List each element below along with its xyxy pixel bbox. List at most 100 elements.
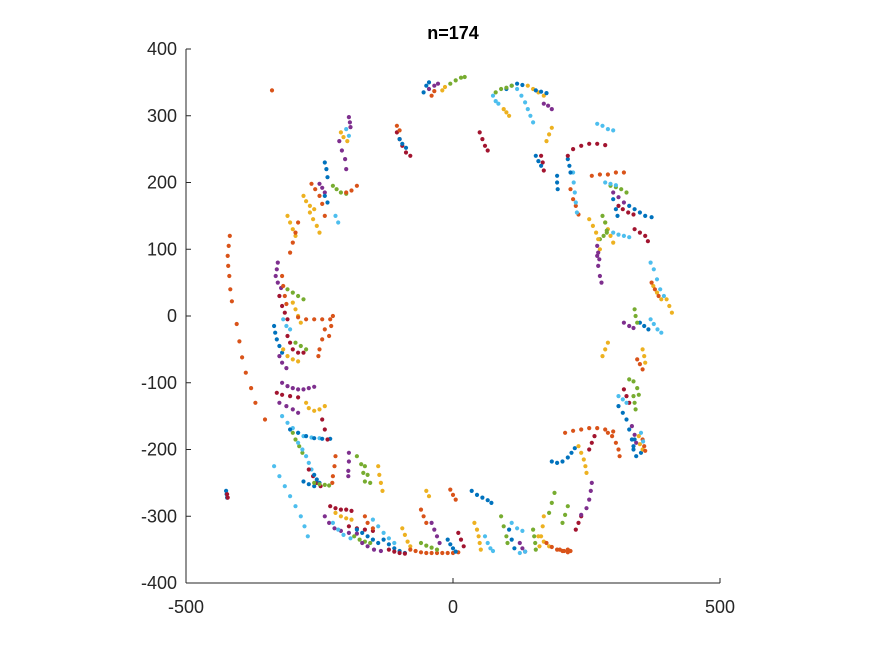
data-point xyxy=(583,464,588,469)
x-tick-label: -500 xyxy=(168,597,204,617)
data-point xyxy=(636,392,641,397)
data-point xyxy=(568,187,573,192)
data-point xyxy=(651,321,656,327)
data-point xyxy=(507,113,512,118)
track xyxy=(629,424,639,445)
data-point xyxy=(649,215,654,220)
data-point xyxy=(520,82,525,88)
track xyxy=(277,354,289,371)
data-point xyxy=(589,173,594,178)
data-point xyxy=(424,550,429,556)
data-point xyxy=(654,277,660,282)
data-point xyxy=(565,504,570,509)
data-point xyxy=(634,454,639,459)
track xyxy=(560,504,570,526)
data-point xyxy=(649,280,654,285)
data-point xyxy=(643,233,648,238)
data-point xyxy=(641,439,646,444)
data-point xyxy=(290,357,295,362)
data-point xyxy=(597,172,603,177)
data-point xyxy=(346,530,351,536)
data-point xyxy=(621,320,627,325)
data-point xyxy=(312,472,317,477)
data-point xyxy=(317,230,322,235)
data-point xyxy=(320,317,325,322)
data-point xyxy=(635,386,640,391)
track xyxy=(327,313,335,339)
data-point xyxy=(229,299,234,304)
data-point xyxy=(462,74,467,80)
track xyxy=(328,504,354,513)
track xyxy=(408,547,461,556)
data-point xyxy=(368,480,373,485)
data-point xyxy=(281,347,286,352)
data-point xyxy=(377,472,382,477)
data-point xyxy=(312,436,317,441)
data-point xyxy=(288,327,293,332)
data-point xyxy=(378,548,383,554)
data-point xyxy=(329,323,334,329)
data-point xyxy=(588,488,593,493)
data-point xyxy=(603,180,608,185)
data-point xyxy=(547,132,552,137)
data-point xyxy=(362,514,367,519)
data-point xyxy=(296,395,301,400)
data-point xyxy=(381,530,386,536)
track xyxy=(638,430,646,444)
track xyxy=(616,394,629,405)
data-point xyxy=(336,527,341,532)
tick-group: -500 0 500 -400 -300 -200 -100 0 100 200 300 400 xyxy=(141,39,735,617)
track xyxy=(344,183,359,195)
data-point xyxy=(432,89,437,94)
track xyxy=(281,347,301,364)
data-point xyxy=(301,479,306,484)
data-point xyxy=(322,193,327,198)
track xyxy=(595,253,604,285)
data-point xyxy=(620,207,625,212)
data-point xyxy=(642,354,647,359)
track xyxy=(587,434,597,452)
track xyxy=(472,520,483,552)
data-point xyxy=(362,527,367,532)
data-point xyxy=(597,273,603,279)
data-point xyxy=(333,213,338,218)
data-point xyxy=(631,379,636,384)
track xyxy=(595,121,616,133)
track xyxy=(636,434,645,452)
data-point xyxy=(262,417,268,422)
data-point xyxy=(505,540,510,546)
data-point xyxy=(567,163,572,168)
data-point xyxy=(293,437,298,442)
data-point xyxy=(637,230,643,235)
data-point xyxy=(273,330,278,335)
data-point xyxy=(275,280,280,285)
data-point xyxy=(400,141,405,146)
track xyxy=(290,430,305,455)
data-point xyxy=(312,480,317,485)
track xyxy=(285,333,306,355)
track xyxy=(589,170,627,178)
data-point xyxy=(280,350,285,355)
data-point xyxy=(576,444,581,449)
data-point xyxy=(322,190,327,195)
track xyxy=(482,534,496,554)
data-point xyxy=(490,548,496,554)
data-point xyxy=(408,544,413,549)
y-tick-label: -300 xyxy=(141,506,177,526)
track xyxy=(288,427,333,441)
data-point xyxy=(327,520,332,526)
data-point xyxy=(306,386,311,391)
data-point xyxy=(659,330,664,335)
track xyxy=(544,125,554,144)
track xyxy=(616,203,636,217)
data-point xyxy=(307,203,312,208)
data-point xyxy=(637,442,643,447)
track xyxy=(360,540,383,554)
data-point xyxy=(509,537,514,542)
data-point xyxy=(334,187,339,192)
data-point xyxy=(327,483,332,488)
data-point xyxy=(273,273,278,279)
data-point xyxy=(325,437,330,442)
data-point xyxy=(306,482,311,487)
